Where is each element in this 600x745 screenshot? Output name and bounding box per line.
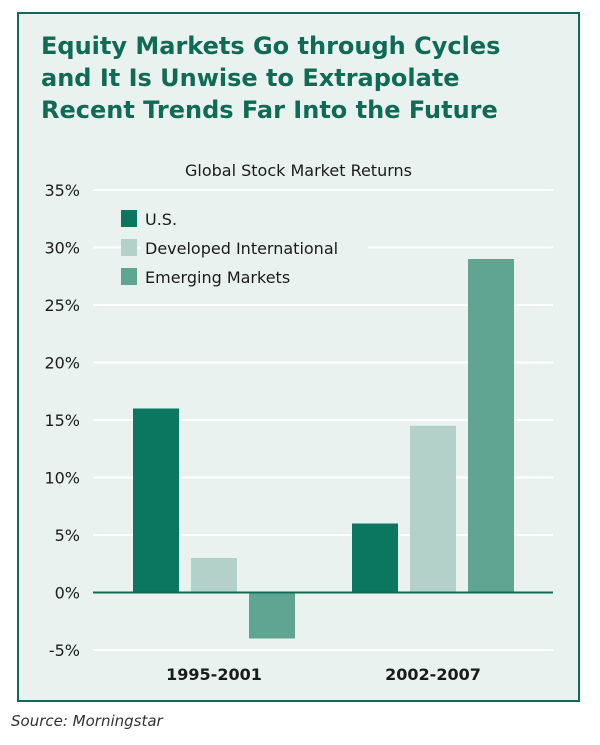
y-tick-label: 25% <box>44 296 80 315</box>
legend-swatch <box>121 268 137 285</box>
source-note: Source: Morningstar <box>11 712 163 730</box>
legend-swatch <box>121 210 137 227</box>
y-tick-label: 35% <box>44 181 80 200</box>
bar <box>410 425 456 593</box>
y-tick-label: 20% <box>44 354 80 373</box>
legend-label: U.S. <box>145 210 177 229</box>
y-tick-label: 5% <box>55 526 80 545</box>
x-category-label: 2002-2007 <box>385 665 481 684</box>
bar <box>249 592 295 639</box>
page-title: Equity Markets Go through Cycles and It … <box>41 32 501 124</box>
legend-label: Developed International <box>145 239 338 258</box>
bar <box>191 558 237 593</box>
legend-label-bg <box>141 237 368 258</box>
y-tick-label: 30% <box>44 239 80 258</box>
legend-label-bg <box>141 208 186 229</box>
legend-label-bg <box>141 266 301 287</box>
y-tick-label: 0% <box>55 584 80 603</box>
bar <box>352 523 398 593</box>
y-tick-label: 10% <box>44 469 80 488</box>
y-tick-label: 15% <box>44 411 80 430</box>
chart-title: Global Stock Market Returns <box>184 161 412 180</box>
x-category-label: 1995-2001 <box>166 665 262 684</box>
bar <box>133 408 179 593</box>
legend-label: Emerging Markets <box>145 268 290 287</box>
bar <box>468 259 514 593</box>
legend-swatch <box>121 239 137 256</box>
y-tick-label: -5% <box>49 641 80 660</box>
